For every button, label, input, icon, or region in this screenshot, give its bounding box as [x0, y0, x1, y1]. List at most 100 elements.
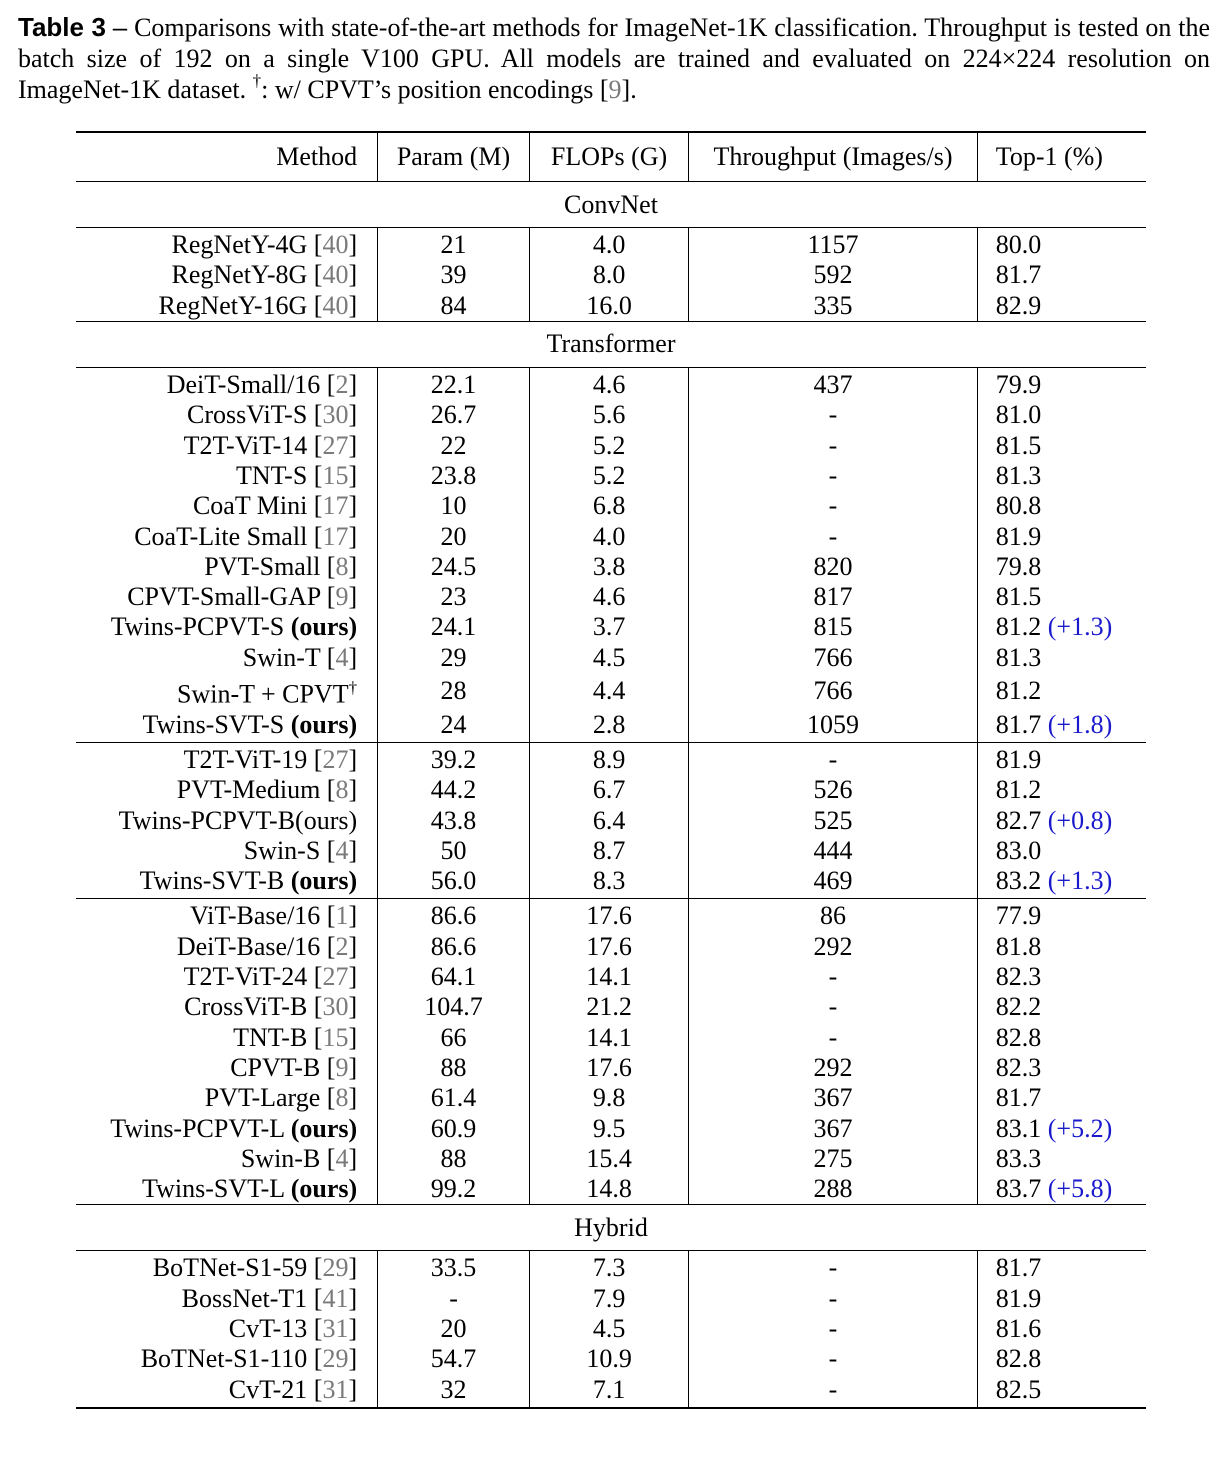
top1-cell: 82.2: [977, 992, 1146, 1022]
top1-cell: 81.7: [977, 1251, 1146, 1284]
method-name: DeiT-Small/16: [166, 370, 321, 400]
top1-cell: 81.3: [977, 461, 1146, 491]
throughput-cell: -: [688, 1250, 978, 1284]
method-cell: Swin-S [4]: [76, 835, 379, 866]
top1-value: 81.2: [995, 676, 1042, 706]
throughput-cell: 1157: [688, 227, 978, 261]
citation-link[interactable]: 17: [322, 491, 349, 521]
flops-cell: 5.2: [529, 460, 690, 492]
throughput-cell: 367: [688, 1113, 978, 1144]
method-cell: CrossViT-B [30]: [76, 992, 379, 1023]
citation-link[interactable]: 40: [322, 290, 349, 320]
param-cell: 26.7: [377, 400, 530, 431]
citation-link[interactable]: 9: [335, 1052, 349, 1082]
citation-link[interactable]: 40: [322, 260, 349, 290]
param-cell: 33.5: [377, 1250, 530, 1284]
param-cell: 21: [377, 227, 530, 261]
param-cell: 61.4: [377, 1083, 530, 1114]
param-cell: 39: [377, 260, 530, 291]
citation-link[interactable]: 40: [322, 230, 349, 260]
throughput-cell: 292: [688, 931, 978, 962]
method-cell: PVT-Large [8]: [76, 1083, 379, 1114]
citation-link[interactable]: 27: [322, 430, 349, 460]
method-cell: CvT-13 [31]: [76, 1313, 379, 1345]
top1-cell: 80.8: [977, 491, 1146, 521]
top1-value: 83.0: [995, 835, 1042, 865]
top1-gain: (+5.8): [1047, 1174, 1113, 1204]
citation-link[interactable]: 4: [335, 1143, 349, 1173]
citation-link[interactable]: 4: [335, 835, 349, 865]
throughput-cell: -: [688, 1344, 978, 1375]
section-title: Transformer: [76, 320, 1146, 368]
caption-citation[interactable]: 9: [608, 75, 622, 104]
top1-value: 81.9: [995, 1283, 1042, 1313]
section-header-row: ConvNet: [76, 181, 1146, 228]
method-cell: BoTNet-S1-59 [29]: [76, 1250, 379, 1284]
top1-gain: (+1.3): [1047, 866, 1113, 896]
citation-link[interactable]: 2: [335, 931, 349, 961]
section-title: ConvNet: [76, 181, 1146, 228]
citation-link[interactable]: 27: [322, 744, 349, 774]
citation-link[interactable]: 8: [335, 551, 349, 581]
table-row: TNT-B [15] 66 14.1-82.8: [76, 1022, 1146, 1053]
throughput-cell: 1059: [688, 709, 978, 743]
citation-link[interactable]: 17: [322, 521, 349, 551]
citation-link[interactable]: 4: [335, 642, 349, 672]
flops-cell: 6.8: [529, 491, 690, 522]
flops-cell: 9.8: [529, 1083, 690, 1114]
table-row: Twins-SVT-B (ours) 56.0 8.3 469 83.2 (+1.3): [76, 866, 1146, 900]
table-row: PVT-Small [8] 24.5 3.8 820 79.8: [76, 551, 1146, 582]
citation-link[interactable]: 8: [335, 775, 349, 805]
top1-gain: (+0.8): [1047, 805, 1113, 835]
method-cell: CoaT-Lite Small [17]: [76, 521, 379, 552]
table-row: Swin-T + CPVT† 28 4.4 766 81.2: [76, 672, 1146, 710]
citation-link[interactable]: 31: [322, 1314, 349, 1343]
caption-text-3: ].: [621, 75, 637, 104]
citation-link[interactable]: 29: [322, 1344, 349, 1374]
method-name: T2T-ViT-24: [183, 962, 308, 992]
citation-link[interactable]: 29: [322, 1253, 349, 1283]
top1-cell: 81.7: [977, 1083, 1146, 1113]
citation-link[interactable]: 9: [335, 582, 349, 612]
flops-cell: 3.7: [529, 612, 690, 643]
table-row: Twins-PCPVT-S (ours) 24.1 3.7 815 81.2 (+1.3…: [76, 612, 1146, 643]
citation-link[interactable]: 2: [335, 370, 349, 400]
citation-link[interactable]: 15: [322, 1022, 349, 1052]
top1-cell: 82.3: [977, 962, 1146, 992]
citation-link[interactable]: 8: [335, 1083, 349, 1113]
throughput-cell: -: [688, 992, 978, 1023]
method-name: CrossViT-S: [187, 400, 308, 430]
header-throughput: Throughput (Images/s): [688, 131, 978, 182]
citation-link[interactable]: 1: [335, 901, 349, 931]
citation-link[interactable]: 30: [322, 400, 349, 430]
throughput-cell: 437: [688, 367, 978, 401]
method-cell: BoTNet-S1-110 [29]: [76, 1344, 379, 1375]
param-cell: 23.8: [377, 460, 530, 492]
method-cell: RegNetY-8G [40]: [76, 260, 379, 291]
flops-cell: 7.9: [529, 1283, 690, 1314]
flops-cell: 6.4: [529, 805, 690, 836]
top1-value: 81.9: [995, 744, 1042, 774]
method-name: Twins-PCPVT-S: [110, 612, 285, 642]
method-name: CvT-13: [228, 1314, 308, 1343]
citation-link[interactable]: 27: [322, 962, 349, 992]
method-cell: RegNetY-16G [40]: [76, 290, 379, 322]
top1-cell: 82.8: [977, 1022, 1146, 1052]
param-cell: 23: [377, 581, 530, 613]
param-cell: 24.1: [377, 612, 530, 643]
throughput-cell: 525: [688, 805, 978, 836]
citation-link[interactable]: 30: [322, 992, 349, 1022]
param-cell: 50: [377, 835, 530, 866]
citation-link[interactable]: 31: [322, 1374, 349, 1404]
method-name: CrossViT-B: [184, 992, 308, 1022]
citation-link[interactable]: 15: [322, 460, 349, 490]
param-cell: 44.2: [377, 775, 530, 806]
method-name: CPVT-Small-GAP: [127, 582, 321, 612]
throughput-cell: 292: [688, 1052, 978, 1084]
throughput-cell: 766: [688, 672, 978, 710]
citation-link[interactable]: 41: [322, 1283, 349, 1313]
header-method: Method: [76, 131, 379, 182]
flops-cell: 8.0: [529, 260, 690, 291]
param-cell: 99.2: [377, 1173, 530, 1205]
method-cell: DeiT-Base/16 [2]: [76, 931, 379, 962]
